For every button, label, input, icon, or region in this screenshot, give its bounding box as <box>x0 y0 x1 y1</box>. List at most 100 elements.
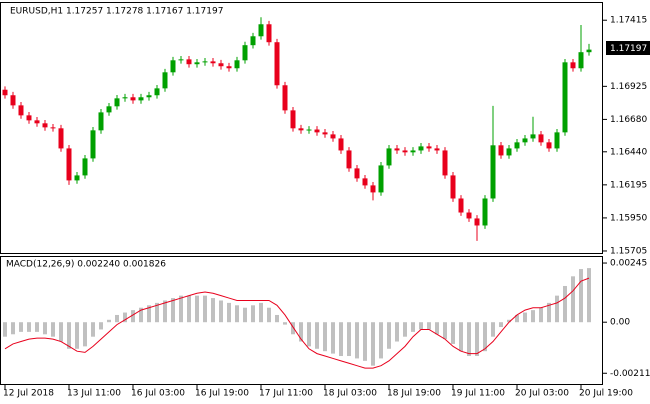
histogram-bar <box>91 322 95 336</box>
histogram-bar <box>291 322 295 334</box>
candle-body <box>227 66 232 68</box>
histogram-bar <box>235 305 239 322</box>
histogram-bar <box>587 268 591 322</box>
histogram-bar <box>435 322 439 334</box>
histogram-bar <box>107 320 111 322</box>
histogram-bar <box>475 322 479 356</box>
candle-body <box>379 165 384 192</box>
candle-body <box>83 158 88 175</box>
price-title: EURUSD,H1 1.17257 1.17278 1.17167 1.1719… <box>10 7 223 17</box>
candle-body <box>259 24 264 36</box>
current-price: 1.17197 <box>610 44 647 54</box>
candle-body <box>579 52 584 68</box>
y-tick-label: 1.16925 <box>610 82 647 92</box>
y-tick-label: 1.16440 <box>610 147 647 157</box>
candle-body <box>147 95 152 97</box>
histogram-bar <box>3 322 7 336</box>
histogram-bar <box>283 322 287 324</box>
candle-body <box>11 95 16 105</box>
candle-body <box>315 130 320 133</box>
histogram-bar <box>259 303 263 322</box>
candle-body <box>459 198 464 212</box>
histogram-bar <box>251 305 255 322</box>
candle-body <box>571 62 576 68</box>
candle-body <box>155 88 160 95</box>
histogram-bar <box>459 322 463 351</box>
macd-panel <box>1 257 603 385</box>
x-tick-label: 20 Jul 03:00 <box>515 389 569 399</box>
candle-body <box>363 178 368 185</box>
histogram-bar <box>571 276 575 322</box>
candle-body <box>475 218 480 225</box>
histogram-bar <box>339 322 343 356</box>
histogram-bar <box>267 308 271 322</box>
candle-body <box>291 110 296 128</box>
histogram-bar <box>195 296 199 323</box>
y-tick-label: 1.17415 <box>610 16 647 26</box>
candle-body <box>403 150 408 152</box>
candle-body <box>507 148 512 155</box>
histogram-bar <box>219 300 223 322</box>
histogram-bar <box>243 308 247 322</box>
candle-body <box>35 120 40 123</box>
histogram-bar <box>323 322 327 351</box>
histogram-bar <box>11 322 15 334</box>
histogram-bar <box>395 322 399 341</box>
candle-body <box>43 123 48 127</box>
candle-body <box>499 145 504 155</box>
histogram-bar <box>379 322 383 358</box>
candle-body <box>171 60 176 72</box>
candle-body <box>539 134 544 142</box>
histogram-bar <box>115 315 119 322</box>
candle-body <box>75 175 80 180</box>
x-tick-label: 17 Jul 11:00 <box>259 389 313 399</box>
histogram-bar <box>539 308 543 322</box>
y-tick-label: -0.002114 <box>610 369 650 379</box>
candle-body <box>323 132 328 134</box>
x-tick-label: 16 Jul 03:00 <box>131 389 185 399</box>
candle-body <box>387 148 392 165</box>
x-tick-label: 13 Jul 11:00 <box>67 389 121 399</box>
candle-body <box>275 42 280 85</box>
y-tick-label: 1.15705 <box>610 246 647 256</box>
candle-body <box>347 150 352 168</box>
candle-body <box>307 130 312 131</box>
candle-body <box>107 106 112 112</box>
candle-body <box>235 60 240 68</box>
candle-body <box>187 59 192 64</box>
histogram-bar <box>187 296 191 323</box>
y-tick-label: 0.00 <box>610 318 630 328</box>
histogram-bar <box>371 322 375 365</box>
histogram-bar <box>227 303 231 322</box>
candle-body <box>443 150 448 175</box>
histogram-bar <box>211 298 215 322</box>
histogram-bar <box>99 322 103 329</box>
candle-body <box>547 142 552 148</box>
candle-body <box>195 62 200 64</box>
candle-body <box>491 145 496 198</box>
x-tick-label: 18 Jul 19:00 <box>387 389 441 399</box>
candle-body <box>131 97 136 100</box>
candle-body <box>355 168 360 178</box>
candle-body <box>163 72 168 88</box>
x-tick-label: 20 Jul 19:00 <box>579 389 633 399</box>
histogram-bar <box>451 322 455 344</box>
candle-body <box>139 97 144 100</box>
candle-body <box>115 98 120 106</box>
histogram-bar <box>387 322 391 349</box>
histogram-bar <box>467 322 471 356</box>
candle-body <box>219 63 224 66</box>
candle-body <box>427 146 432 148</box>
histogram-bar <box>331 322 335 353</box>
macd-title: MACD(12,26,9) 0.002240 0.001826 <box>6 260 166 270</box>
histogram-bar <box>499 322 503 327</box>
candle-body <box>435 148 440 150</box>
histogram-bar <box>307 322 311 346</box>
candle-body <box>451 175 456 198</box>
histogram-bar <box>83 322 87 346</box>
candle-body <box>371 185 376 192</box>
y-tick-label: 1.15950 <box>610 213 647 223</box>
candle-body <box>59 128 64 148</box>
candle-body <box>331 134 336 138</box>
